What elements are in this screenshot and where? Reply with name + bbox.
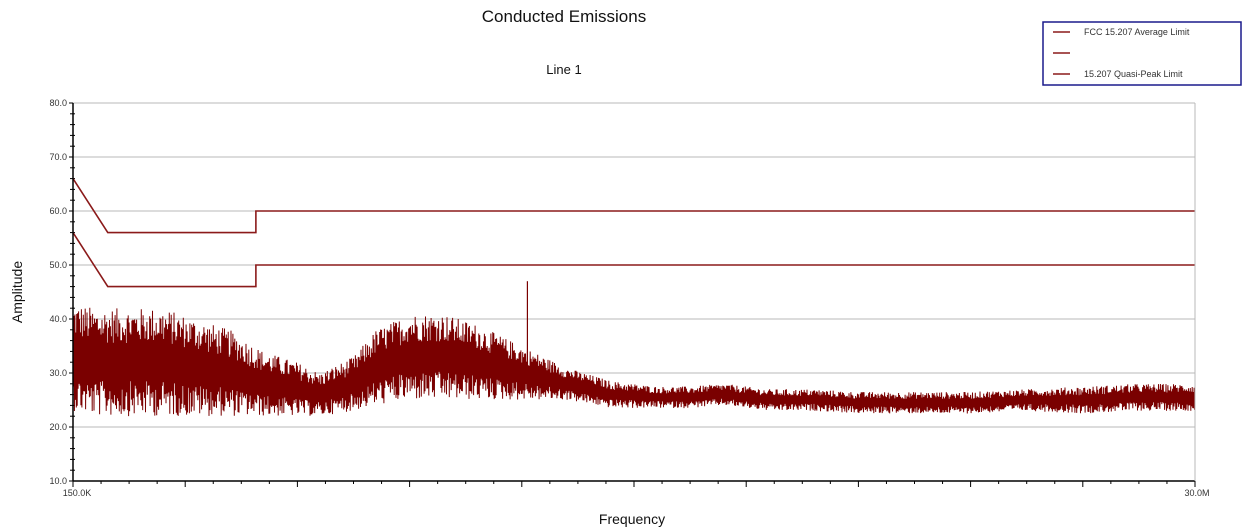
grid-lines — [73, 102, 1195, 482]
y-tick-label: 60.0 — [49, 206, 67, 216]
legend: FCC 15.207 Average Limit 15.207 Quasi-Pea… — [1042, 21, 1242, 86]
chart-title: Conducted Emissions — [482, 7, 646, 26]
series-line-measured-emissions — [72, 307, 1196, 417]
chart-subtitle: Line 1 — [546, 62, 581, 77]
series-line-quasi-peak-limit — [72, 178, 1195, 234]
y-tick-label: 70.0 — [49, 152, 67, 162]
y-tick-label: 30.0 — [49, 368, 67, 378]
x-tick-label-start: 150.0K — [63, 488, 92, 498]
x-axis-label: Frequency — [599, 511, 665, 527]
legend-box — [1042, 21, 1242, 86]
y-tick-label: 80.0 — [49, 98, 67, 108]
legend-entry-label: FCC 15.207 Average Limit — [1084, 27, 1190, 37]
plot-area — [72, 178, 1196, 417]
series-line-average-limit — [72, 232, 1195, 288]
y-tick-label: 50.0 — [49, 260, 67, 270]
x-axis-ticks: 150.0K 30.0M — [63, 481, 1210, 498]
y-tick-label: 20.0 — [49, 422, 67, 432]
y-tick-label: 10.0 — [49, 476, 67, 486]
y-axis-label: Amplitude — [9, 261, 25, 323]
x-tick-label-end: 30.0M — [1184, 488, 1209, 498]
legend-entry-label: 15.207 Quasi-Peak Limit — [1084, 69, 1183, 79]
y-tick-label: 40.0 — [49, 314, 67, 324]
axes — [72, 103, 1196, 482]
y-axis-ticks: 10.0 20.0 30.0 40.0 50.0 60.0 70.0 80.0 — [49, 98, 75, 486]
